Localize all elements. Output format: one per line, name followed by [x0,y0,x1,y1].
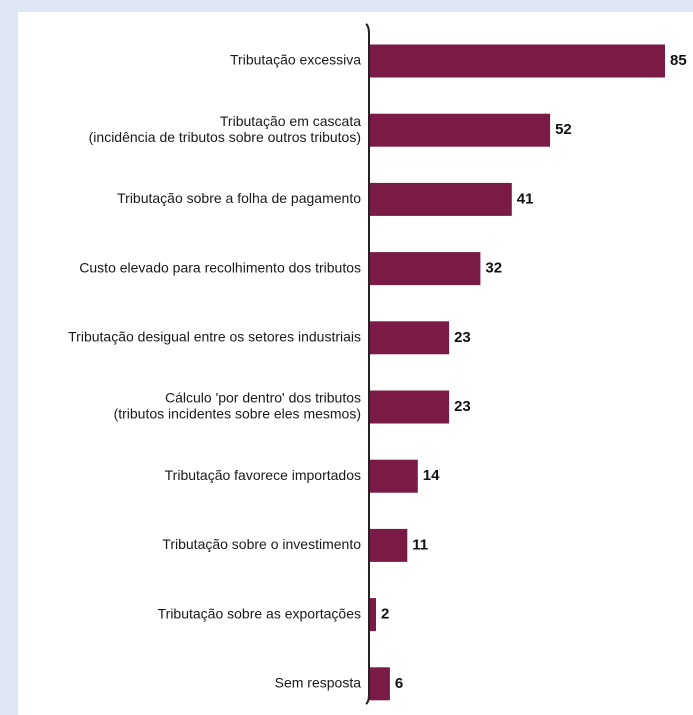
category-label: Tributação desigual entre os setores ind… [68,329,361,345]
value-label: 23 [454,329,471,346]
value-label: 41 [517,190,534,207]
category-label: Tributação favorece importados [165,467,361,483]
value-label: 85 [670,52,687,69]
bar [369,528,408,562]
bar [369,252,481,286]
value-label: 2 [381,606,389,623]
bar [369,182,512,216]
value-label: 52 [555,121,572,138]
bars-group [369,44,665,701]
bar [369,113,551,147]
category-label: Cálculo 'por dentro' dos tributos [165,390,361,406]
category-label: Custo elevado para recolhimento dos trib… [79,259,361,275]
category-label: Tributação sobre o investimento [162,536,361,552]
value-label: 14 [423,467,440,484]
category-label: Tributação em cascata [220,113,361,129]
category-label: Sem resposta [275,675,362,691]
bar-chart: Tributação excessiva Tributação em cascat… [68,23,687,705]
category-label: (incidência de tributos sobre outros tri… [89,129,361,145]
y-axis-line [365,23,370,705]
value-label: 11 [412,536,428,553]
value-label: 23 [454,398,471,415]
bar [369,390,450,424]
value-labels-group: 85 52 41 32 23 23 14 11 2 6 [381,52,687,692]
category-labels-group: Tributação excessiva Tributação em cascat… [68,52,361,691]
value-label: 32 [485,260,502,277]
axis-group [365,23,370,705]
chart-panel: Tributação excessiva Tributação em cascat… [18,12,693,715]
bar [369,598,376,632]
bar [369,321,450,355]
bar [369,667,390,701]
bar [369,459,418,493]
category-label: Tributação sobre as exportações [158,605,361,621]
bar [369,44,665,78]
value-label: 6 [395,675,403,692]
category-label: Tributação sobre a folha de pagamento [117,190,361,206]
category-label: Tributação excessiva [230,52,361,68]
category-label: (tributos incidentes sobre eles mesmos) [114,406,361,422]
